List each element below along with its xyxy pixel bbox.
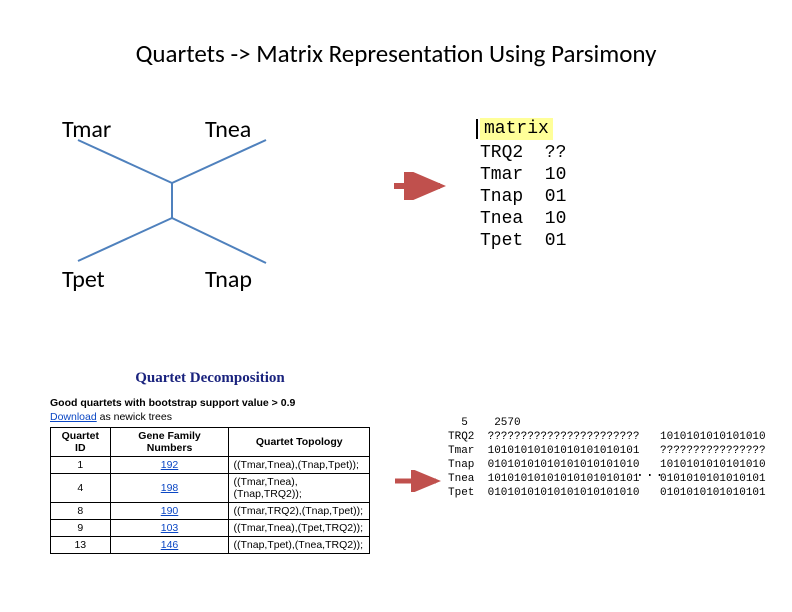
arrow-icon	[390, 172, 450, 200]
taxon-bot-left: Tpet	[62, 265, 105, 294]
slide-title: Quartets -> Matrix Representation Using …	[0, 38, 792, 69]
table-header: Quartet Topology	[229, 428, 370, 457]
table-row: 8190((Tmar,TRQ2),(Tnap,Tpet));	[51, 503, 370, 520]
card-title: Quartet Decomposition	[50, 370, 370, 387]
table-header: Gene Family Numbers	[110, 428, 229, 457]
table-row: 1192((Tmar,Tnea),(Tnap,Tpet));	[51, 457, 370, 474]
matrix-row: Tnap 01	[480, 186, 566, 208]
gene-family-link[interactable]: 103	[161, 522, 179, 534]
sequence-matrix: 5 2570 TRQ2 ??????????????????????? Tmar…	[448, 416, 639, 500]
matrix-row: Tnea 10	[480, 208, 566, 230]
table-row: 9103((Tmar,Tnea),(Tpet,TRQ2));	[51, 520, 370, 537]
arrow-icon	[392, 470, 446, 492]
gene-family-link[interactable]: 198	[161, 482, 179, 494]
gene-family-link[interactable]: 192	[161, 459, 179, 471]
table-row: 4198((Tmar,Tnea),(Tnap,TRQ2));	[51, 474, 370, 503]
download-tail: as newick trees	[97, 411, 172, 423]
matrix-row: Tpet 01	[480, 230, 566, 252]
matrix-block: matrix TRQ2 ??Tmar 10Tnap 01Tnea 10Tpet …	[480, 118, 566, 252]
matrix-header: matrix	[480, 118, 553, 140]
sequence-matrix-tail: 1010101010101010 ???????????????? 101010…	[660, 430, 766, 500]
download-link[interactable]: Download	[50, 411, 97, 423]
taxon-bot-right: Tnap	[205, 265, 252, 294]
quartet-table: Quartet IDGene Family NumbersQuartet Top…	[50, 427, 370, 554]
table-row: 13146((Tnap,Tpet),(Tnea,TRQ2));	[51, 537, 370, 554]
ellipsis: ...	[636, 465, 665, 480]
quartet-tree	[60, 128, 285, 268]
quartet-decomposition-card: Quartet Decomposition Good quartets with…	[50, 370, 370, 554]
download-line: Download as newick trees	[50, 411, 370, 423]
table-header: Quartet ID	[51, 428, 111, 457]
matrix-row: Tmar 10	[480, 164, 566, 186]
matrix-row: TRQ2 ??	[480, 142, 566, 164]
gene-family-link[interactable]: 146	[161, 539, 179, 551]
gene-family-link[interactable]: 190	[161, 505, 179, 517]
card-subtitle: Good quartets with bootstrap support val…	[50, 397, 370, 409]
